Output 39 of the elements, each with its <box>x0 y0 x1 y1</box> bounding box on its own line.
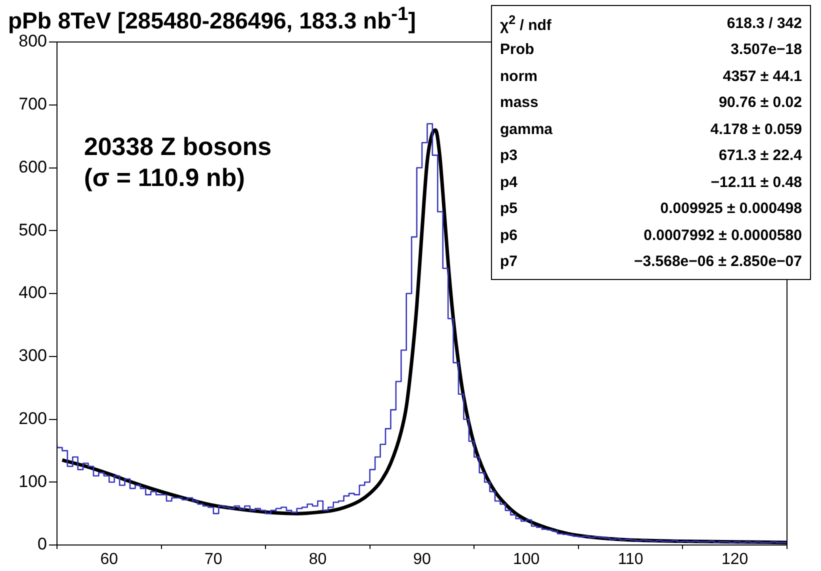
annotation: 4.178 ± 0.059 <box>710 120 802 138</box>
y-tick-label: 300 <box>18 346 47 366</box>
y-tick-label: 800 <box>18 32 47 51</box>
annotation: 4357 ± 44.1 <box>722 68 802 85</box>
annotation: 0.0007992 ± 0.0000580 <box>644 226 802 244</box>
y-tick-label: 200 <box>18 408 47 428</box>
x-tick-label: 110 <box>618 551 644 568</box>
annotation: 90.76 ± 0.02 <box>718 94 802 112</box>
annotation: −3.568e−06 ± 2.850e−07 <box>634 253 802 270</box>
annotation: p7 <box>500 253 518 270</box>
x-tick-label: 90 <box>413 551 431 568</box>
annotation: −12.11 ± 0.48 <box>710 174 802 191</box>
x-tick-label: 80 <box>308 551 327 568</box>
annotation: gamma <box>500 120 553 138</box>
annotation: mass <box>500 94 538 112</box>
annotation: 20338 Z bosons <box>84 132 272 163</box>
y-tick-label: 100 <box>18 472 47 491</box>
x-tick-label: 100 <box>512 551 540 568</box>
y-tick-label: 600 <box>18 157 47 176</box>
annotation: norm <box>500 68 538 85</box>
annotation: 671.3 ± 22.4 <box>718 147 802 164</box>
annotation: 0.009925 ± 0.000498 <box>660 200 802 218</box>
annotation: p4 <box>500 174 518 191</box>
chart-title: pPb 8TeV [285480-286496, 183.3 nb$^{-1}$] <box>8 4 416 34</box>
y-tick-label: 500 <box>18 220 47 240</box>
annotation: p5 <box>500 200 518 218</box>
x-tick-label: 70 <box>204 551 222 568</box>
annotation: p6 <box>500 226 518 244</box>
text: χ$^{2}$ / ndf <box>500 12 552 34</box>
annotation: p3 <box>500 147 518 164</box>
y-tick-label: 400 <box>18 283 47 302</box>
y-tick-label: 0 <box>38 534 47 554</box>
x-tick-label: 120 <box>722 551 748 568</box>
y-tick-label: 700 <box>18 94 47 114</box>
x-tick-label: 60 <box>100 551 118 568</box>
text: 618.3 / 342 <box>726 14 802 32</box>
annotation: (σ = 110.9 nb) <box>84 163 246 194</box>
annotation: Prob <box>500 41 534 58</box>
annotation: 3.507e−18 <box>730 41 802 58</box>
